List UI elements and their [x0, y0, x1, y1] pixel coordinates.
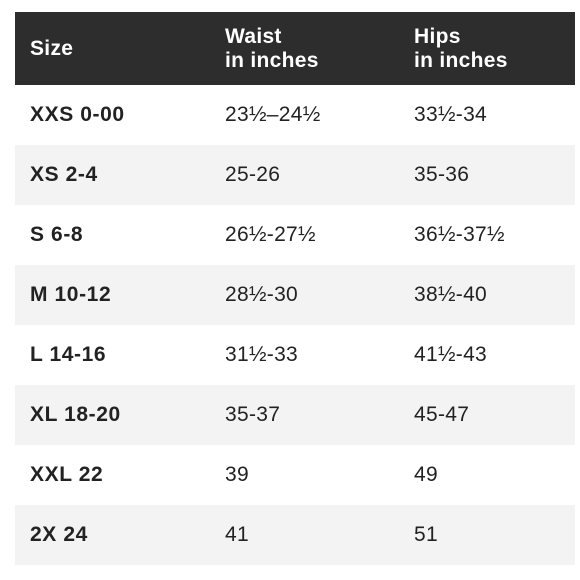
waist-cell: 26½-27½ [225, 223, 316, 246]
table-row: M 10-12 28½-30 38½-40 [15, 265, 575, 325]
header-waist: Waist in inches [225, 25, 319, 73]
waist-cell: 39 [225, 463, 249, 486]
hips-cell: 49 [414, 463, 438, 486]
hips-cell: 51 [414, 523, 438, 546]
size-cell: XL 18-20 [30, 403, 121, 426]
size-cell: 2X 24 [30, 523, 88, 546]
header-waist-unit: in inches [225, 48, 319, 72]
table-row: XL 18-20 35-37 45-47 [15, 385, 575, 445]
waist-cell: 25-26 [225, 163, 281, 186]
size-cell: S 6-8 [30, 223, 84, 246]
size-cell: XS 2-4 [30, 163, 98, 186]
waist-cell: 35-37 [225, 403, 281, 426]
hips-cell: 41½-43 [414, 343, 488, 366]
table-row: S 6-8 26½-27½ 36½-37½ [15, 205, 575, 265]
hips-cell: 38½-40 [414, 283, 488, 306]
size-chart-table: Size Waist in inches Hips in inches XXS … [15, 12, 575, 565]
table-row: XS 2-4 25-26 35-36 [15, 145, 575, 205]
waist-cell: 41 [225, 523, 249, 546]
size-cell: XXL 22 [30, 463, 104, 486]
size-cell: XXS 0-00 [30, 103, 125, 126]
table-row: 2X 24 41 51 [15, 505, 575, 565]
header-size-label: Size [30, 36, 74, 60]
table-row: XXS 0-00 23½–24½ 33½-34 [15, 85, 575, 145]
waist-cell: 31½-33 [225, 343, 299, 366]
header-hips: Hips in inches [414, 25, 508, 73]
hips-cell: 33½-34 [414, 103, 488, 126]
table-row: L 14-16 31½-33 41½-43 [15, 325, 575, 385]
waist-cell: 23½–24½ [225, 103, 321, 126]
hips-cell: 35-36 [414, 163, 470, 186]
header-hips-unit: in inches [414, 48, 508, 72]
waist-cell: 28½-30 [225, 283, 299, 306]
table-row: XXL 22 39 49 [15, 445, 575, 505]
hips-cell: 45-47 [414, 403, 470, 426]
header-hips-label: Hips [414, 24, 461, 48]
header-size: Size [30, 37, 73, 61]
hips-cell: 36½-37½ [414, 223, 505, 246]
size-cell: M 10-12 [30, 283, 112, 306]
header-waist-label: Waist [225, 24, 282, 48]
table-header: Size Waist in inches Hips in inches [15, 12, 575, 85]
size-cell: L 14-16 [30, 343, 107, 366]
